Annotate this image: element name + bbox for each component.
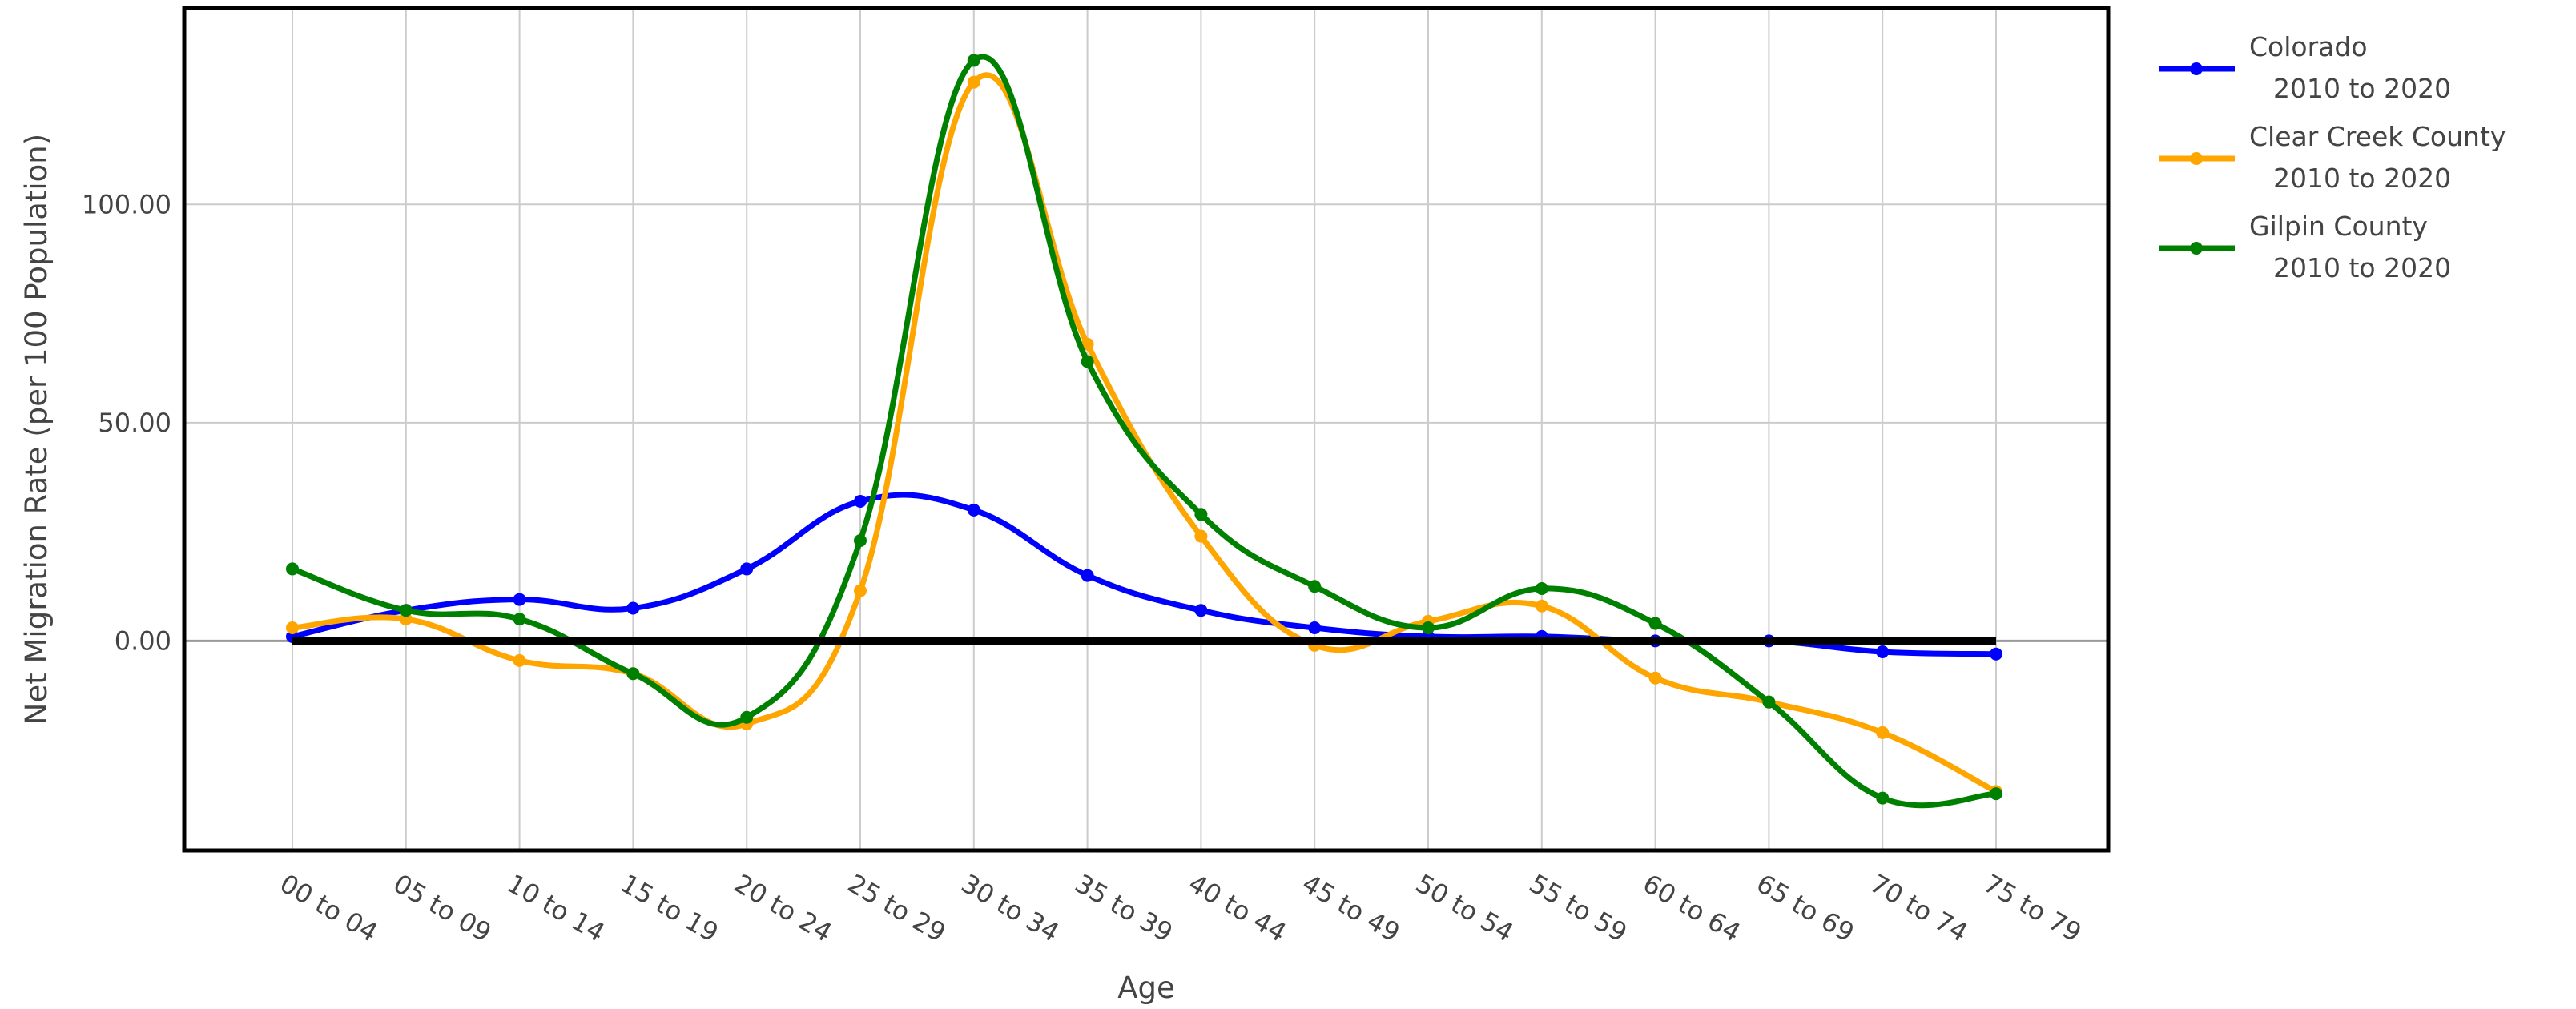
data-point[interactable] (740, 710, 754, 724)
y-tick-label: 100.00 (82, 189, 171, 219)
data-point[interactable] (626, 601, 640, 615)
x-tick-label: 45 to 49 (1297, 868, 1405, 948)
y-tick-label: 50.00 (98, 408, 171, 438)
data-point[interactable] (1876, 726, 1890, 739)
data-point[interactable] (1081, 569, 1094, 582)
data-point[interactable] (399, 604, 413, 617)
legend-label: Colorado (2249, 31, 2368, 62)
x-tick-labels: 00 to 04 05 to 09 10 to 14 15 to 19 20 to 24… (275, 868, 2087, 948)
data-point[interactable] (854, 494, 867, 508)
data-point[interactable] (1194, 604, 1208, 617)
data-point[interactable] (854, 533, 867, 547)
x-tick-label: 35 to 39 (1070, 868, 1178, 948)
x-tick-label: 15 to 19 (615, 868, 723, 948)
legend: Colorado 2010 to 2020 Clear Creek County 20… (2159, 31, 2506, 283)
data-point[interactable] (1990, 647, 2002, 661)
data-point[interactable] (513, 613, 526, 626)
data-point[interactable] (1535, 599, 1548, 613)
x-tick-label: 00 to 04 (275, 868, 383, 948)
legend-marker (2190, 152, 2203, 165)
series-line (289, 72, 1999, 794)
data-point[interactable] (1990, 787, 2002, 801)
x-tick-label: 40 to 44 (1183, 868, 1291, 948)
legend-marker (2190, 242, 2203, 255)
data-point[interactable] (286, 562, 299, 576)
data-point[interactable] (1422, 621, 1435, 635)
legend-item[interactable]: Colorado 2010 to 2020 (2159, 31, 2451, 104)
data-point[interactable] (1308, 621, 1322, 635)
x-axis-title: Age (1117, 971, 1175, 1005)
data-point[interactable] (1194, 508, 1208, 521)
x-tick-label: 60 to 64 (1638, 868, 1746, 948)
data-point[interactable] (1081, 355, 1094, 368)
x-tick-label: 30 to 34 (956, 868, 1065, 948)
data-point[interactable] (1081, 337, 1094, 351)
series-colorado (286, 492, 2002, 661)
plot-frame (182, 6, 2111, 853)
x-tick-label: 10 to 14 (502, 868, 610, 948)
y-axis-title: Net Migration Rate (per 100 Population) (19, 134, 54, 725)
x-tick-label: 25 to 29 (843, 868, 951, 948)
x-tick-label: 75 to 79 (1978, 868, 2087, 948)
series-line (289, 54, 1999, 809)
legend-label: Gilpin County (2249, 211, 2428, 242)
legend-marker (2190, 62, 2203, 75)
data-point[interactable] (513, 653, 526, 667)
legend-sublabel: 2010 to 2020 (2273, 163, 2451, 194)
data-point[interactable] (286, 621, 299, 635)
data-point[interactable] (854, 584, 867, 597)
y-tick-label: 0.00 (115, 625, 171, 656)
data-point[interactable] (1648, 617, 1662, 630)
data-point[interactable] (1648, 671, 1662, 685)
series-layer (286, 54, 2002, 809)
grid-lines (184, 8, 2108, 850)
data-point[interactable] (1194, 529, 1208, 543)
legend-label: Clear Creek County (2249, 121, 2506, 152)
data-point[interactable] (1876, 791, 1890, 805)
x-tick-label: 70 to 74 (1865, 868, 1973, 948)
legend-item[interactable]: Clear Creek County 2010 to 2020 (2159, 121, 2506, 194)
data-point[interactable] (626, 667, 640, 681)
x-tick-label: 50 to 54 (1411, 868, 1519, 948)
legend-item[interactable]: Gilpin County 2010 to 2020 (2159, 211, 2451, 283)
data-point[interactable] (1308, 580, 1322, 593)
data-point[interactable] (967, 54, 980, 67)
series-gilpin-county (286, 54, 2002, 809)
x-tick-label: 65 to 69 (1751, 868, 1859, 948)
data-point[interactable] (967, 75, 980, 89)
y-tick-labels: 0.00 50.00 100.00 (82, 189, 171, 656)
data-point[interactable] (1876, 645, 1890, 658)
data-point[interactable] (1535, 581, 1548, 595)
data-point[interactable] (740, 562, 754, 576)
x-tick-label: 55 to 59 (1524, 868, 1632, 948)
x-tick-label: 20 to 24 (729, 868, 837, 948)
data-point[interactable] (513, 593, 526, 606)
x-tick-label: 05 to 09 (388, 868, 497, 948)
legend-sublabel: 2010 to 2020 (2273, 73, 2451, 104)
legend-sublabel: 2010 to 2020 (2273, 252, 2451, 283)
series-clear-creek-county (286, 72, 2002, 798)
data-point[interactable] (1762, 695, 1776, 709)
data-point[interactable] (967, 503, 980, 517)
